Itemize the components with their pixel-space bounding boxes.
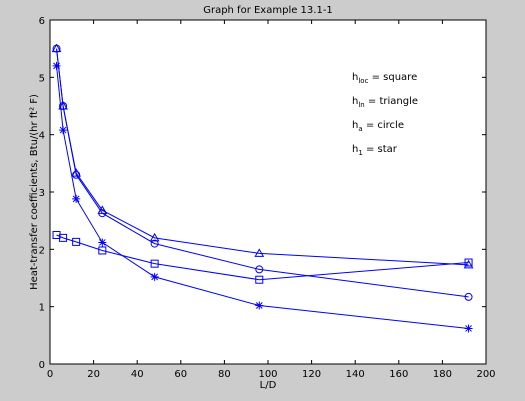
y-axis-label: Heat-transfer coefficients, Btu/(hr ft² …: [29, 94, 40, 290]
series-star: [52, 61, 473, 333]
star-marker: [255, 301, 264, 310]
square-marker: [59, 233, 68, 242]
legend-subscript: loc: [358, 77, 368, 85]
y-tick-label: 1: [39, 303, 45, 314]
plot-area: [49, 19, 487, 365]
triangle-marker: [149, 232, 160, 242]
series-line: [56, 48, 469, 298]
x-tick-label: 0: [47, 369, 53, 380]
y-tick-label: 0: [39, 360, 45, 371]
legend-symbol: h: [352, 120, 358, 131]
legend-entry: h1 = star: [352, 144, 398, 157]
legend-subscript: 1: [358, 149, 362, 157]
circle-marker: [72, 170, 81, 179]
series-circle: [52, 44, 473, 301]
x-tick-label: 40: [131, 369, 144, 380]
square-marker: [150, 259, 159, 268]
triangle-marker: [254, 248, 265, 257]
star-marker: [52, 61, 61, 70]
y-axis: 0 1 2 3 4 5 6: [39, 16, 486, 371]
y-tick-label: 6: [39, 16, 45, 27]
x-tick-label: 60: [174, 369, 187, 380]
legend-symbol: h: [352, 72, 358, 83]
star-marker: [59, 126, 68, 135]
legend-text: = circle: [363, 120, 404, 131]
circle-marker: [52, 44, 61, 53]
chart-title: Graph for Example 13.1-1: [203, 5, 333, 16]
legend-entry: ha = circle: [352, 120, 404, 133]
legend-symbol: h: [352, 144, 358, 155]
legend-subscript: a: [358, 125, 362, 133]
x-tick-label: 20: [87, 369, 100, 380]
square-marker: [464, 258, 473, 267]
y-tick-label: 5: [39, 73, 45, 84]
series-layer: [51, 43, 474, 333]
star-marker: [464, 324, 473, 333]
legend-subscript: ln: [358, 101, 364, 109]
legend-text: = star: [363, 144, 398, 155]
x-tick-label: 80: [218, 369, 231, 380]
x-axis-label: L/D: [260, 380, 277, 391]
triangle-marker: [463, 259, 474, 269]
circle-marker: [59, 102, 68, 110]
legend-entry: hln = triangle: [352, 96, 418, 109]
series-line: [56, 234, 469, 281]
circle-marker: [98, 209, 107, 218]
legend-symbol: h: [352, 96, 358, 107]
x-axis: 0 20 40 60 80 100 120 140 160 180 200: [47, 20, 496, 380]
x-tick-label: 140: [346, 369, 365, 380]
x-tick-label: 120: [302, 369, 321, 380]
x-tick-label: 160: [389, 369, 408, 380]
y-tick-label: 3: [39, 188, 45, 199]
x-tick-label: 100: [258, 369, 277, 380]
legend-text: = triangle: [365, 96, 418, 107]
legend-text: = square: [368, 72, 417, 83]
square-marker: [72, 237, 81, 246]
legend-entry: hloc = square: [352, 72, 417, 85]
x-tick-label: 200: [476, 369, 495, 380]
x-tick-label: 180: [433, 369, 452, 380]
star-marker: [72, 194, 81, 203]
triangle-marker: [71, 168, 82, 177]
series-square: [52, 231, 473, 284]
circle-marker: [255, 265, 264, 274]
square-marker: [98, 246, 107, 255]
y-tick-label: 2: [39, 245, 45, 256]
star-marker: [150, 272, 159, 281]
circle-marker: [150, 239, 159, 248]
star-marker: [98, 238, 107, 247]
circle-marker: [464, 292, 473, 301]
y-tick-label: 4: [39, 131, 45, 142]
square-marker: [255, 275, 264, 284]
